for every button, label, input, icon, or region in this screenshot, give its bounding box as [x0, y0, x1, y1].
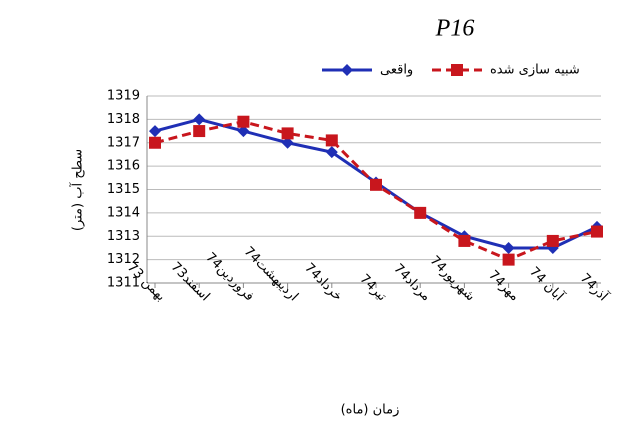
marker [193, 125, 206, 138]
marker [325, 146, 338, 159]
x-tick-label: آذر74 [577, 269, 613, 305]
y-tick-label: 1311 [107, 276, 140, 291]
y-axis-label: سطح آب (متر) [69, 149, 86, 231]
x-tick-label: مهر74 [485, 268, 522, 305]
x-axis-label: زمان (ماه) [341, 403, 400, 418]
y-tick-label: 1314 [107, 205, 140, 220]
marker [325, 134, 338, 147]
marker [281, 136, 294, 149]
y-tick-label: 1318 [107, 112, 140, 127]
marker [502, 241, 515, 254]
y-tick-label: 1317 [107, 135, 140, 150]
y-tick-label: 1315 [107, 182, 140, 197]
y-tick-label: 1319 [107, 89, 140, 104]
x-tick-label: خرداد74 [301, 260, 345, 304]
marker [149, 136, 161, 149]
marker [502, 253, 515, 266]
chart-title: P16 [435, 16, 475, 42]
marker [370, 178, 382, 191]
x-tick-label: اسفند73 [168, 259, 213, 304]
y-tick-label: 1313 [107, 229, 140, 244]
legend-marker [451, 64, 463, 76]
marker [237, 125, 250, 138]
x-tick-label: تیر74 [357, 272, 390, 305]
marker [414, 206, 427, 219]
marker [237, 115, 250, 128]
x-tick-label: شهریور74 [427, 253, 478, 304]
marker [281, 127, 294, 140]
legend-label: واقعی [380, 63, 413, 78]
y-tick-label: 1316 [107, 159, 140, 174]
marker [591, 225, 603, 238]
marker [546, 234, 559, 247]
x-tick-label: آبان 74 [526, 263, 568, 305]
marker [149, 125, 161, 138]
legend-label: شبیه سازی شده [490, 63, 580, 78]
marker [193, 113, 206, 126]
legend-marker [341, 64, 353, 76]
y-tick-label: 1312 [107, 252, 140, 267]
marker [458, 234, 471, 247]
